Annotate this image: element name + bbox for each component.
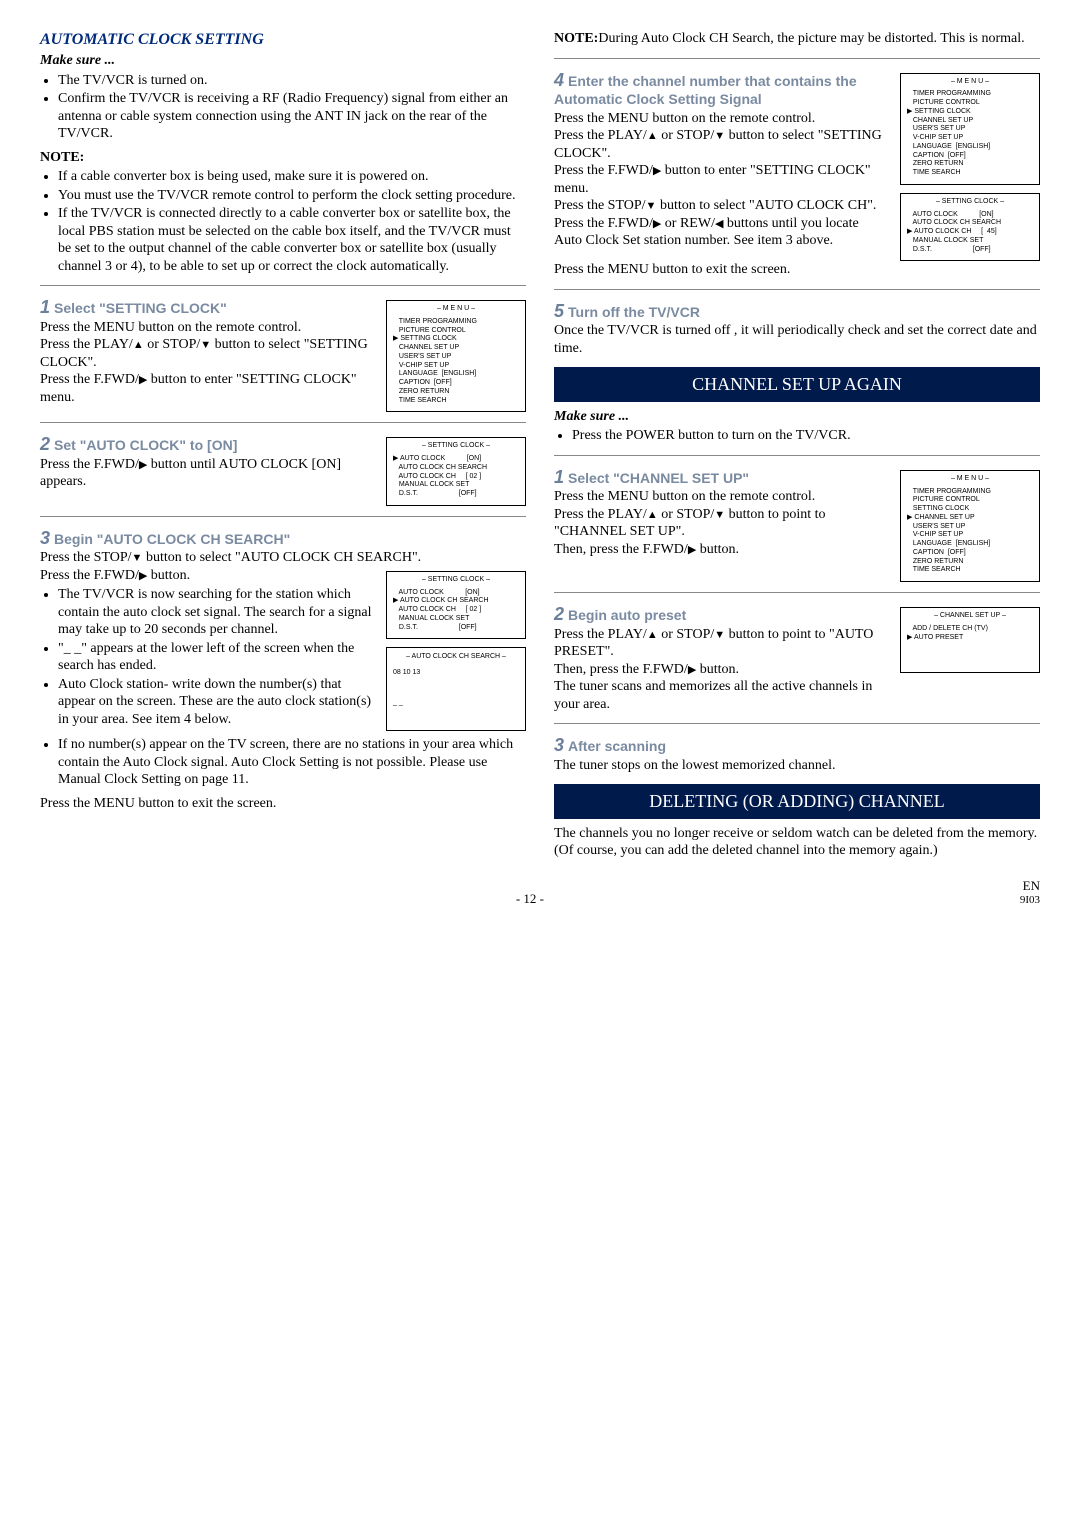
footer-code: 9I03 xyxy=(1020,894,1040,908)
step-body: Press the STOP/▼ button to select "AUTO … xyxy=(40,549,526,567)
step-1: 1Select "SETTING CLOCK" Press the MENU b… xyxy=(40,296,526,412)
step-num: 1 xyxy=(554,467,564,487)
step-head: Set "AUTO CLOCK" to [ON] xyxy=(54,437,237,453)
note-list: If a cable converter box is being used, … xyxy=(40,168,526,275)
step-body: Press the F.FWD/▶ or REW/◀ buttons until… xyxy=(554,215,888,250)
osd-menu-box: – M E N U –TIMER PROGRAMMINGPICTURE CONT… xyxy=(900,73,1040,185)
list-item: You must use the TV/VCR remote control t… xyxy=(58,187,526,205)
page-footer: - 12 - EN 9I03 xyxy=(40,878,1040,908)
osd-menu-box: – SETTING CLOCK –AUTO CLOCK [ON]AUTO CLO… xyxy=(900,193,1040,262)
list-item: If the TV/VCR is connected directly to a… xyxy=(58,205,526,275)
step-head: Enter the channel number that contains t… xyxy=(554,73,857,108)
osd-menu-box: – CHANNEL SET UP –ADD / DELETE CH (TV)AU… xyxy=(900,607,1040,673)
osd-search-box: – AUTO CLOCK CH SEARCH – 08 10 13 _ _ xyxy=(386,647,526,730)
step-head: After scanning xyxy=(568,738,666,754)
step-body: The tuner scans and memorizes all the ac… xyxy=(554,678,888,713)
step-body: Press the F.FWD/▶ button until AUTO CLOC… xyxy=(40,456,374,491)
list-item: Press the POWER button to turn on the TV… xyxy=(572,427,1040,445)
list-item: "_ _" appears at the lower left of the s… xyxy=(58,640,374,675)
step-head: Begin auto preset xyxy=(568,607,686,623)
step-body: Then, press the F.FWD/▶ button. xyxy=(554,541,888,559)
osd-menu-box: – M E N U –TIMER PROGRAMMINGPICTURE CONT… xyxy=(900,470,1040,582)
step-head: Turn off the TV/VCR xyxy=(568,304,700,320)
step-head: Select "CHANNEL SET UP" xyxy=(568,470,749,486)
osd-menu-box: – M E N U –TIMER PROGRAMMINGPICTURE CONT… xyxy=(386,300,526,412)
prereq-list: The TV/VCR is turned on. Confirm the TV/… xyxy=(40,72,526,143)
step-body: Press the F.FWD/▶ button. xyxy=(40,567,374,585)
step-head: Begin "AUTO CLOCK CH SEARCH" xyxy=(54,531,290,547)
section-bar-delete: DELETING (OR ADDING) CHANNEL xyxy=(554,784,1040,819)
channel-step-2: 2Begin auto preset Press the PLAY/▲ or S… xyxy=(554,603,1040,713)
step-body: Then, press the F.FWD/▶ button. xyxy=(554,661,888,679)
channel-step-1: 1Select "CHANNEL SET UP" Press the MENU … xyxy=(554,466,1040,582)
list-item: Confirm the TV/VCR is receiving a RF (Ra… xyxy=(58,90,526,143)
step-num: 2 xyxy=(40,434,50,454)
step-body: Press the PLAY/▲ or STOP/▼ button to sel… xyxy=(40,336,374,371)
step-body: The tuner stops on the lowest memorized … xyxy=(554,757,1040,775)
list-item: The TV/VCR is now searching for the stat… xyxy=(58,586,374,639)
osd-menu-box: – SETTING CLOCK –AUTO CLOCK [ON]AUTO CLO… xyxy=(386,437,526,506)
step-2: 2Set "AUTO CLOCK" to [ON] Press the F.FW… xyxy=(40,433,526,506)
step-body: Press the PLAY/▲ or STOP/▼ button to poi… xyxy=(554,626,888,661)
step-body: Press the MENU button to exit the screen… xyxy=(554,261,1040,279)
note-label: NOTE: xyxy=(40,150,84,165)
step-head: Select "SETTING CLOCK" xyxy=(54,300,227,316)
step-num: 2 xyxy=(554,604,564,624)
list-item: If no number(s) appear on the TV screen,… xyxy=(58,736,526,789)
top-note: NOTE:During Auto Clock CH Search, the pi… xyxy=(554,30,1040,48)
step-body: Press the MENU button to exit the screen… xyxy=(40,795,526,813)
channel-step-3: 3After scanning The tuner stops on the l… xyxy=(554,734,1040,774)
footer-lang: EN xyxy=(1020,878,1040,894)
step-body: Press the F.FWD/▶ button to enter "SETTI… xyxy=(554,162,888,197)
list-item: Auto Clock station- write down the numbe… xyxy=(58,676,374,729)
section-title: AUTOMATIC CLOCK SETTING xyxy=(40,30,526,50)
make-sure-heading: Make sure ... xyxy=(554,408,1040,426)
step-num: 3 xyxy=(554,735,564,755)
make-sure-heading: Make sure ... xyxy=(40,52,526,70)
step-body: Press the PLAY/▲ or STOP/▼ button to sel… xyxy=(554,127,888,162)
step-num: 3 xyxy=(40,528,50,548)
step-body: Press the MENU button on the remote cont… xyxy=(554,110,888,128)
delete-body: The channels you no longer receive or se… xyxy=(554,825,1040,860)
step-body: Press the MENU button on the remote cont… xyxy=(554,488,888,506)
page-number: - 12 - xyxy=(516,891,544,907)
step-num: 1 xyxy=(40,297,50,317)
step-body: Once the TV/VCR is turned off , it will … xyxy=(554,322,1040,357)
list-item: If a cable converter box is being used, … xyxy=(58,168,526,186)
list-item: The TV/VCR is turned on. xyxy=(58,72,526,90)
step-4: 4Enter the channel number that contains … xyxy=(554,69,1040,262)
step-body: Press the MENU button on the remote cont… xyxy=(40,319,374,337)
step-body: Press the STOP/▼ button to select "AUTO … xyxy=(554,197,888,215)
step-5: 5Turn off the TV/VCR Once the TV/VCR is … xyxy=(554,300,1040,358)
step-num: 4 xyxy=(554,70,564,90)
step-body: Press the PLAY/▲ or STOP/▼ button to poi… xyxy=(554,506,888,541)
section-bar-channel-setup: CHANNEL SET UP AGAIN xyxy=(554,367,1040,402)
step-3: 3Begin "AUTO CLOCK CH SEARCH" Press the … xyxy=(40,527,526,813)
step-body: Press the F.FWD/▶ button to enter "SETTI… xyxy=(40,371,374,406)
step-num: 5 xyxy=(554,301,564,321)
osd-menu-box: – SETTING CLOCK –AUTO CLOCK [ON]AUTO CLO… xyxy=(386,571,526,640)
